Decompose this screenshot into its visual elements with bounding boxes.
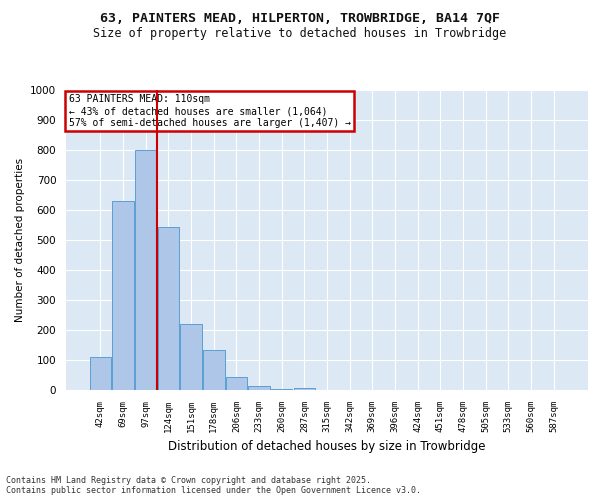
Bar <box>135 150 157 390</box>
Text: 63 PAINTERS MEAD: 110sqm
← 43% of detached houses are smaller (1,064)
57% of sem: 63 PAINTERS MEAD: 110sqm ← 43% of detach… <box>68 94 350 128</box>
Text: 63, PAINTERS MEAD, HILPERTON, TROWBRIDGE, BA14 7QF: 63, PAINTERS MEAD, HILPERTON, TROWBRIDGE… <box>100 12 500 26</box>
Y-axis label: Number of detached properties: Number of detached properties <box>14 158 25 322</box>
Bar <box>158 226 179 390</box>
Text: Size of property relative to detached houses in Trowbridge: Size of property relative to detached ho… <box>94 28 506 40</box>
Bar <box>248 386 270 390</box>
Bar <box>112 201 134 390</box>
Bar <box>293 388 315 390</box>
Bar <box>226 378 247 390</box>
X-axis label: Distribution of detached houses by size in Trowbridge: Distribution of detached houses by size … <box>168 440 486 454</box>
Bar <box>271 388 292 390</box>
Text: Contains HM Land Registry data © Crown copyright and database right 2025.
Contai: Contains HM Land Registry data © Crown c… <box>6 476 421 495</box>
Bar <box>203 350 224 390</box>
Bar <box>90 357 111 390</box>
Bar <box>181 324 202 390</box>
